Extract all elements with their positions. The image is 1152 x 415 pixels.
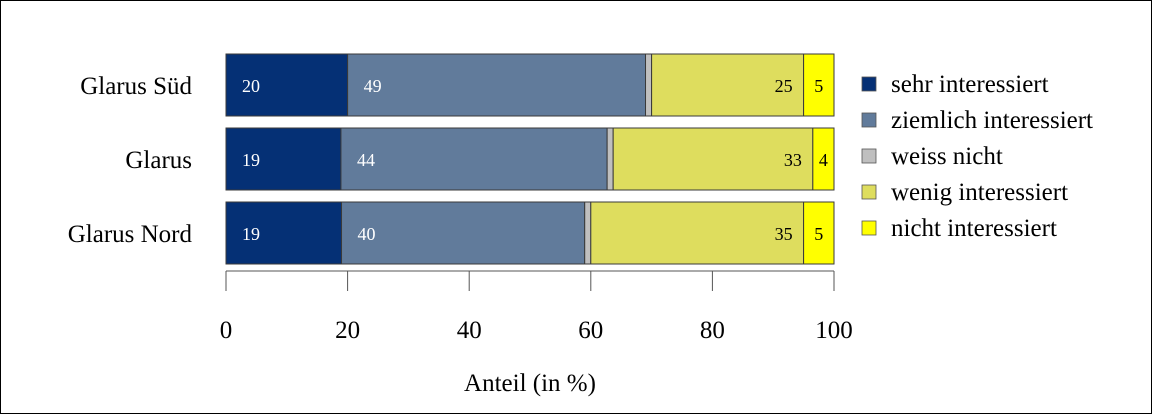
x-axis: 0 20 40 60 80 100 [220, 270, 853, 344]
data-label-glarus-wenig-interessiert: 33 [784, 150, 802, 170]
data-label-glarus-nord-wenig-interessiert: 35 [775, 224, 793, 244]
legend-swatch-weiss-nicht [861, 148, 877, 164]
legend-label-nicht-interessiert: nicht interessiert [891, 215, 1057, 242]
bar-segment-glarus-ziemlich-interessiert [340, 127, 608, 191]
legend-label-sehr-interessiert: sehr interessiert [891, 71, 1049, 98]
legend-label-wenig-interessiert: wenig interessiert [891, 179, 1068, 206]
bar-segment-glarus-nord-ziemlich-interessiert [341, 201, 586, 265]
legend-swatch-ziemlich-interessiert [861, 112, 877, 128]
legend-swatch-wenig-interessiert [861, 184, 877, 200]
bar-segment-glarus-sud-ziemlich-interessiert [347, 53, 647, 117]
bar-segment-glarus-weiss-nicht [606, 127, 614, 191]
data-label-glarus-ziemlich-interessiert: 44 [357, 150, 375, 170]
bar-segment-glarus-wenig-interessiert [612, 127, 814, 191]
bar-segment-glarus-nord-weiss-nicht [584, 201, 592, 265]
bar-segment-glarus-sehr-interessiert [225, 127, 342, 191]
category-labels: Glarus Süd Glarus Glarus Nord [68, 73, 193, 248]
x-tick-label-60: 60 [578, 317, 603, 344]
bar-segment-glarus-nord-wenig-interessiert [590, 201, 805, 265]
legend: sehr interessiert ziemlich interessiert we… [861, 71, 1093, 242]
legend-label-weiss-nicht: weiss nicht [891, 143, 1003, 170]
data-label-glarus-nord-nicht-interessiert: 5 [814, 224, 823, 244]
data-label-glarus-sud-sehr-interessiert: 20 [242, 76, 260, 96]
category-label-glarus-nord: Glarus Nord [68, 221, 193, 248]
legend-swatch-sehr-interessiert [861, 76, 877, 92]
bar-segment-glarus-sud-weiss-nicht [645, 53, 653, 117]
bar-segment-glarus-nord-nicht-interessiert [803, 201, 835, 265]
x-tick-label-80: 80 [700, 317, 725, 344]
x-axis-title: Anteil (in %) [464, 370, 596, 397]
legend-label-ziemlich-interessiert: ziemlich interessiert [891, 107, 1093, 134]
data-label-glarus-nord-sehr-interessiert: 19 [242, 224, 260, 244]
bar-segment-glarus-nicht-interessiert [812, 127, 835, 191]
data-label-glarus-sud-ziemlich-interessiert: 49 [364, 76, 382, 96]
data-label-glarus-sehr-interessiert: 19 [242, 150, 260, 170]
x-tick-label-0: 0 [220, 317, 233, 344]
x-tick-label-40: 40 [457, 317, 482, 344]
data-label-glarus-nord-ziemlich-interessiert: 40 [358, 224, 376, 244]
x-tick-label-100: 100 [815, 317, 853, 344]
bar-segment-glarus-sud-nicht-interessiert [803, 53, 835, 117]
bars-layer: 20 49 25 5 19 44 33 4 19 40 35 5 [225, 53, 835, 265]
data-label-glarus-nicht-interessiert: 4 [819, 150, 828, 170]
data-label-glarus-sud-nicht-interessiert: 5 [814, 76, 823, 96]
bar-segment-glarus-sud-sehr-interessiert [225, 53, 349, 117]
category-label-glarus-sud: Glarus Süd [80, 73, 192, 100]
bar-segment-glarus-nord-sehr-interessiert [225, 201, 343, 265]
data-label-glarus-sud-wenig-interessiert: 25 [775, 76, 793, 96]
x-tick-label-20: 20 [335, 317, 360, 344]
bar-segment-glarus-sud-wenig-interessiert [651, 53, 805, 117]
legend-swatch-nicht-interessiert [861, 220, 877, 236]
category-label-glarus: Glarus [125, 147, 192, 174]
